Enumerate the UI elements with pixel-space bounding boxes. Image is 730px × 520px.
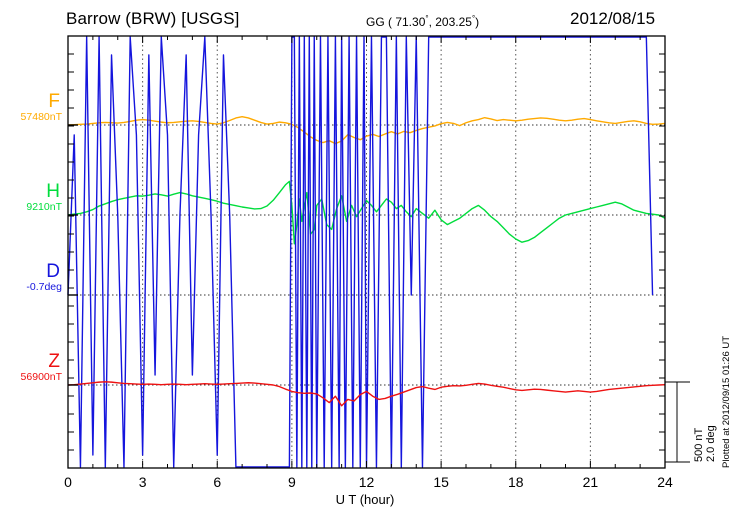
scale-bar-nt: 500 nT [693, 427, 705, 462]
component-baseline-z: 56900nT [20, 371, 62, 383]
scale-bar [665, 381, 690, 463]
page-title: Barrow (BRW) [USGS] [66, 9, 240, 28]
geographic-coordinates-label: GG ( 71.30°, 203.25°) [366, 14, 479, 29]
degree-symbol-1: ° [425, 14, 429, 23]
coords-mid: , 203.25 [428, 15, 472, 29]
x-tick-label: 12 [358, 474, 375, 490]
component-letter-z: Z [48, 351, 60, 372]
coords-prefix: GG ( 71.30 [366, 15, 426, 29]
degree-symbol-2: ° [471, 14, 476, 23]
x-tick-label: 24 [657, 474, 673, 490]
component-baseline-f: 57480nT [20, 111, 62, 123]
trace-f [67, 115, 666, 145]
scale-bar-caption: 500 nT 2.0 deg [693, 425, 717, 462]
scale-bar-deg: 2.0 deg [704, 425, 717, 462]
x-tick-label: 3 [138, 474, 147, 490]
trace-h [67, 180, 666, 245]
x-tick-label: 0 [64, 474, 72, 490]
component-letter-d: D [46, 261, 60, 282]
component-baseline-d: -0.7deg [26, 281, 62, 293]
x-tick-label: 21 [582, 474, 599, 490]
coords-suffix: ) [475, 15, 480, 29]
plot-frame [67, 35, 666, 469]
x-axis-title: U T (hour) [335, 492, 395, 507]
x-tick-label: 18 [507, 474, 524, 490]
trace-d [67, 36, 654, 468]
x-tick-label: 9 [287, 474, 296, 490]
x-tick-label: 15 [433, 474, 449, 490]
component-baseline-h: 9210nT [26, 201, 62, 213]
plotted-at-timestamp: Plotted at 2012/09/15 01:26 UT [721, 335, 730, 468]
trace-z [67, 381, 666, 407]
x-tick-label: 6 [213, 474, 222, 490]
component-letter-h: H [46, 181, 60, 202]
observation-date: 2012/08/15 [570, 9, 656, 28]
component-letter-f: F [48, 91, 60, 112]
trace-layer [67, 36, 666, 468]
